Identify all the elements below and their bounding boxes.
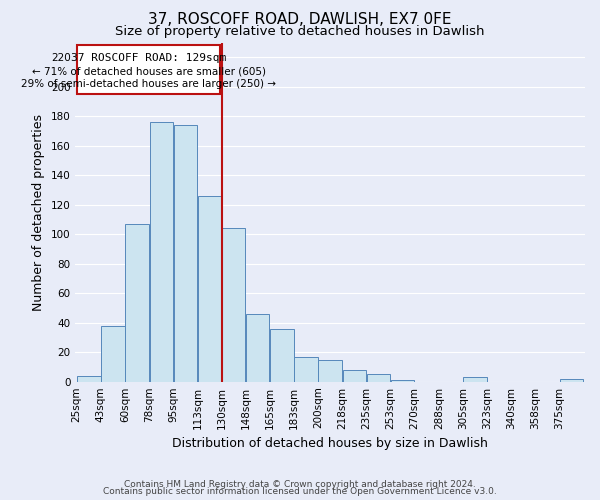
Bar [367,374,390,382]
Bar [77,376,101,382]
FancyBboxPatch shape [77,46,220,94]
Bar [560,378,583,382]
Bar [270,328,293,382]
Bar [198,196,221,382]
Bar [101,326,125,382]
Text: 37, ROSCOFF ROAD, DAWLISH, EX7 0FE: 37, ROSCOFF ROAD, DAWLISH, EX7 0FE [148,12,452,28]
Text: Contains HM Land Registry data © Crown copyright and database right 2024.: Contains HM Land Registry data © Crown c… [124,480,476,489]
Y-axis label: Number of detached properties: Number of detached properties [32,114,45,310]
Text: ← 71% of detached houses are smaller (605): ← 71% of detached houses are smaller (60… [32,66,266,76]
Bar [125,224,149,382]
Bar [246,314,269,382]
Bar [391,380,414,382]
Bar [222,228,245,382]
Bar [173,125,197,382]
Bar [295,356,318,382]
Text: Size of property relative to detached houses in Dawlish: Size of property relative to detached ho… [115,25,485,38]
Bar [463,378,487,382]
Text: 29% of semi-detached houses are larger (250) →: 29% of semi-detached houses are larger (… [22,80,277,90]
Bar [319,360,342,382]
Bar [343,370,366,382]
X-axis label: Distribution of detached houses by size in Dawlish: Distribution of detached houses by size … [172,437,488,450]
Text: 37 ROSCOFF ROAD: 129sqm: 37 ROSCOFF ROAD: 129sqm [71,53,227,63]
Text: Contains public sector information licensed under the Open Government Licence v3: Contains public sector information licen… [103,488,497,496]
Bar [149,122,173,382]
